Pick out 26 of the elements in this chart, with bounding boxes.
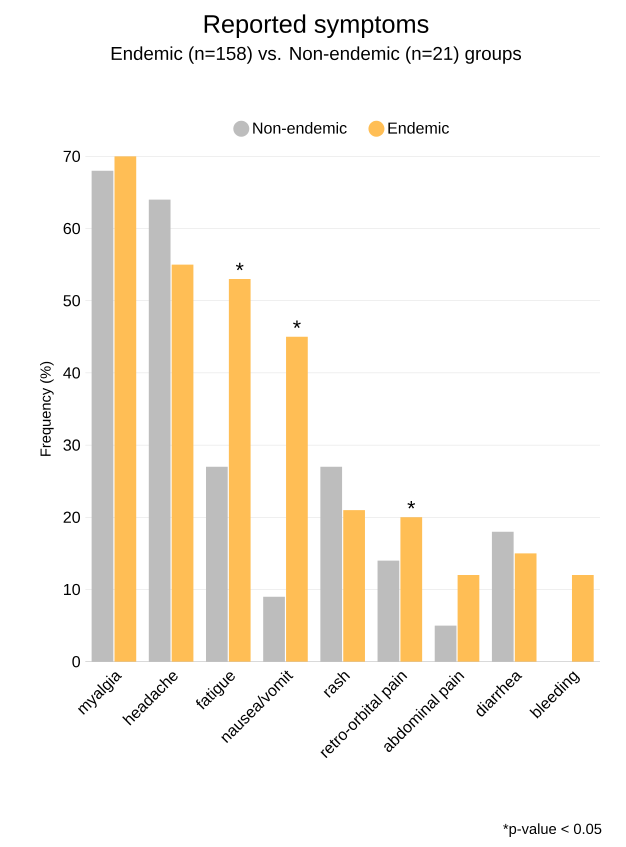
legend-label: Endemic [388, 122, 449, 134]
chart-title: Reported symptoms [204, 14, 428, 38]
annotation: * [236, 262, 244, 270]
y-tick-label: 30 [63, 439, 80, 451]
y-tick-label: 40 [63, 367, 80, 379]
y-tick-label: 20 [64, 512, 80, 523]
bar [172, 264, 194, 662]
bar [343, 510, 365, 662]
text: *p-value < 0.05 [503, 823, 602, 837]
y-tick-label: 70 [64, 150, 80, 162]
y-tick-label: 10 [64, 584, 80, 596]
bar [458, 575, 480, 662]
bar [400, 517, 422, 662]
chart-subtitle: Endemic (n=158) vs. Non-endemic (n=21) groups [112, 46, 522, 64]
bar [572, 575, 594, 662]
legend-label: Non-endemic [253, 122, 347, 134]
y-tick-label: 60 [64, 222, 80, 234]
bar [514, 553, 537, 662]
bar [114, 156, 136, 662]
annotation: * [407, 501, 416, 508]
bar [228, 279, 251, 662]
annotation: * [293, 320, 301, 328]
y-axis-title: Frequency (%) [40, 362, 54, 456]
y-tick-label: 50 [63, 295, 80, 306]
y-tick-label: 0 [72, 656, 80, 668]
bar [286, 336, 308, 662]
